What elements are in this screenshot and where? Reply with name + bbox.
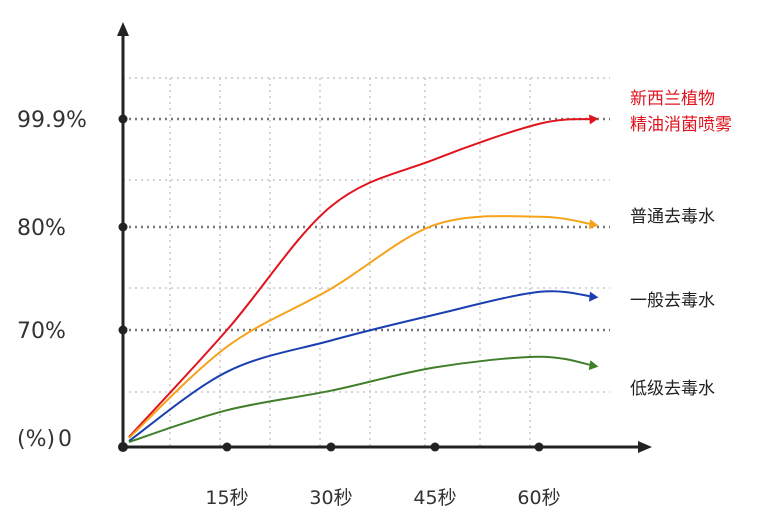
axes — [117, 22, 652, 453]
series-arrowhead — [588, 219, 599, 230]
x-axis-arrowhead — [638, 441, 652, 453]
series-line — [128, 215, 595, 439]
x-tick-label: 45秒 — [413, 487, 456, 509]
series-line — [128, 118, 595, 438]
series-label: 一般去毒水 — [630, 291, 715, 311]
y-axis-unit-label: (%) — [17, 427, 55, 452]
series-line — [128, 290, 595, 442]
y-tick-label: 80% — [17, 216, 66, 241]
y-tick-mark — [118, 114, 128, 124]
y-tick-mark — [118, 325, 128, 335]
series-label: 新西兰植物 — [630, 89, 715, 109]
y-axis-arrowhead — [117, 22, 129, 36]
series-arrowhead — [588, 360, 599, 371]
series-line — [128, 355, 595, 443]
x-tick-mark — [534, 442, 544, 452]
axis-ticks: 70% 80% 99.9% (%) 0 15秒 30秒 45秒 60秒 — [17, 108, 561, 509]
y-tick-label: 0 — [58, 427, 72, 452]
x-tick-label: 15秒 — [205, 487, 248, 509]
y-tick-label: 99.9% — [17, 108, 87, 133]
series-label: 低级去毒水 — [630, 379, 715, 399]
y-tick-label: 70% — [17, 319, 66, 344]
x-tick-mark — [326, 442, 336, 452]
series-arrowhead — [589, 114, 599, 125]
x-tick-label: 30秒 — [309, 487, 352, 509]
x-tick-mark — [430, 442, 440, 452]
series-lines — [128, 114, 599, 443]
gridlines — [123, 77, 610, 447]
y-tick-mark — [118, 222, 128, 232]
series-label: 精油消菌喷雾 — [630, 115, 732, 135]
series-label: 普通去毒水 — [630, 207, 715, 227]
x-tick-mark — [222, 442, 232, 452]
x-tick-label: 60秒 — [517, 487, 560, 509]
origin-mark — [118, 442, 128, 452]
series-arrowhead — [589, 291, 599, 302]
